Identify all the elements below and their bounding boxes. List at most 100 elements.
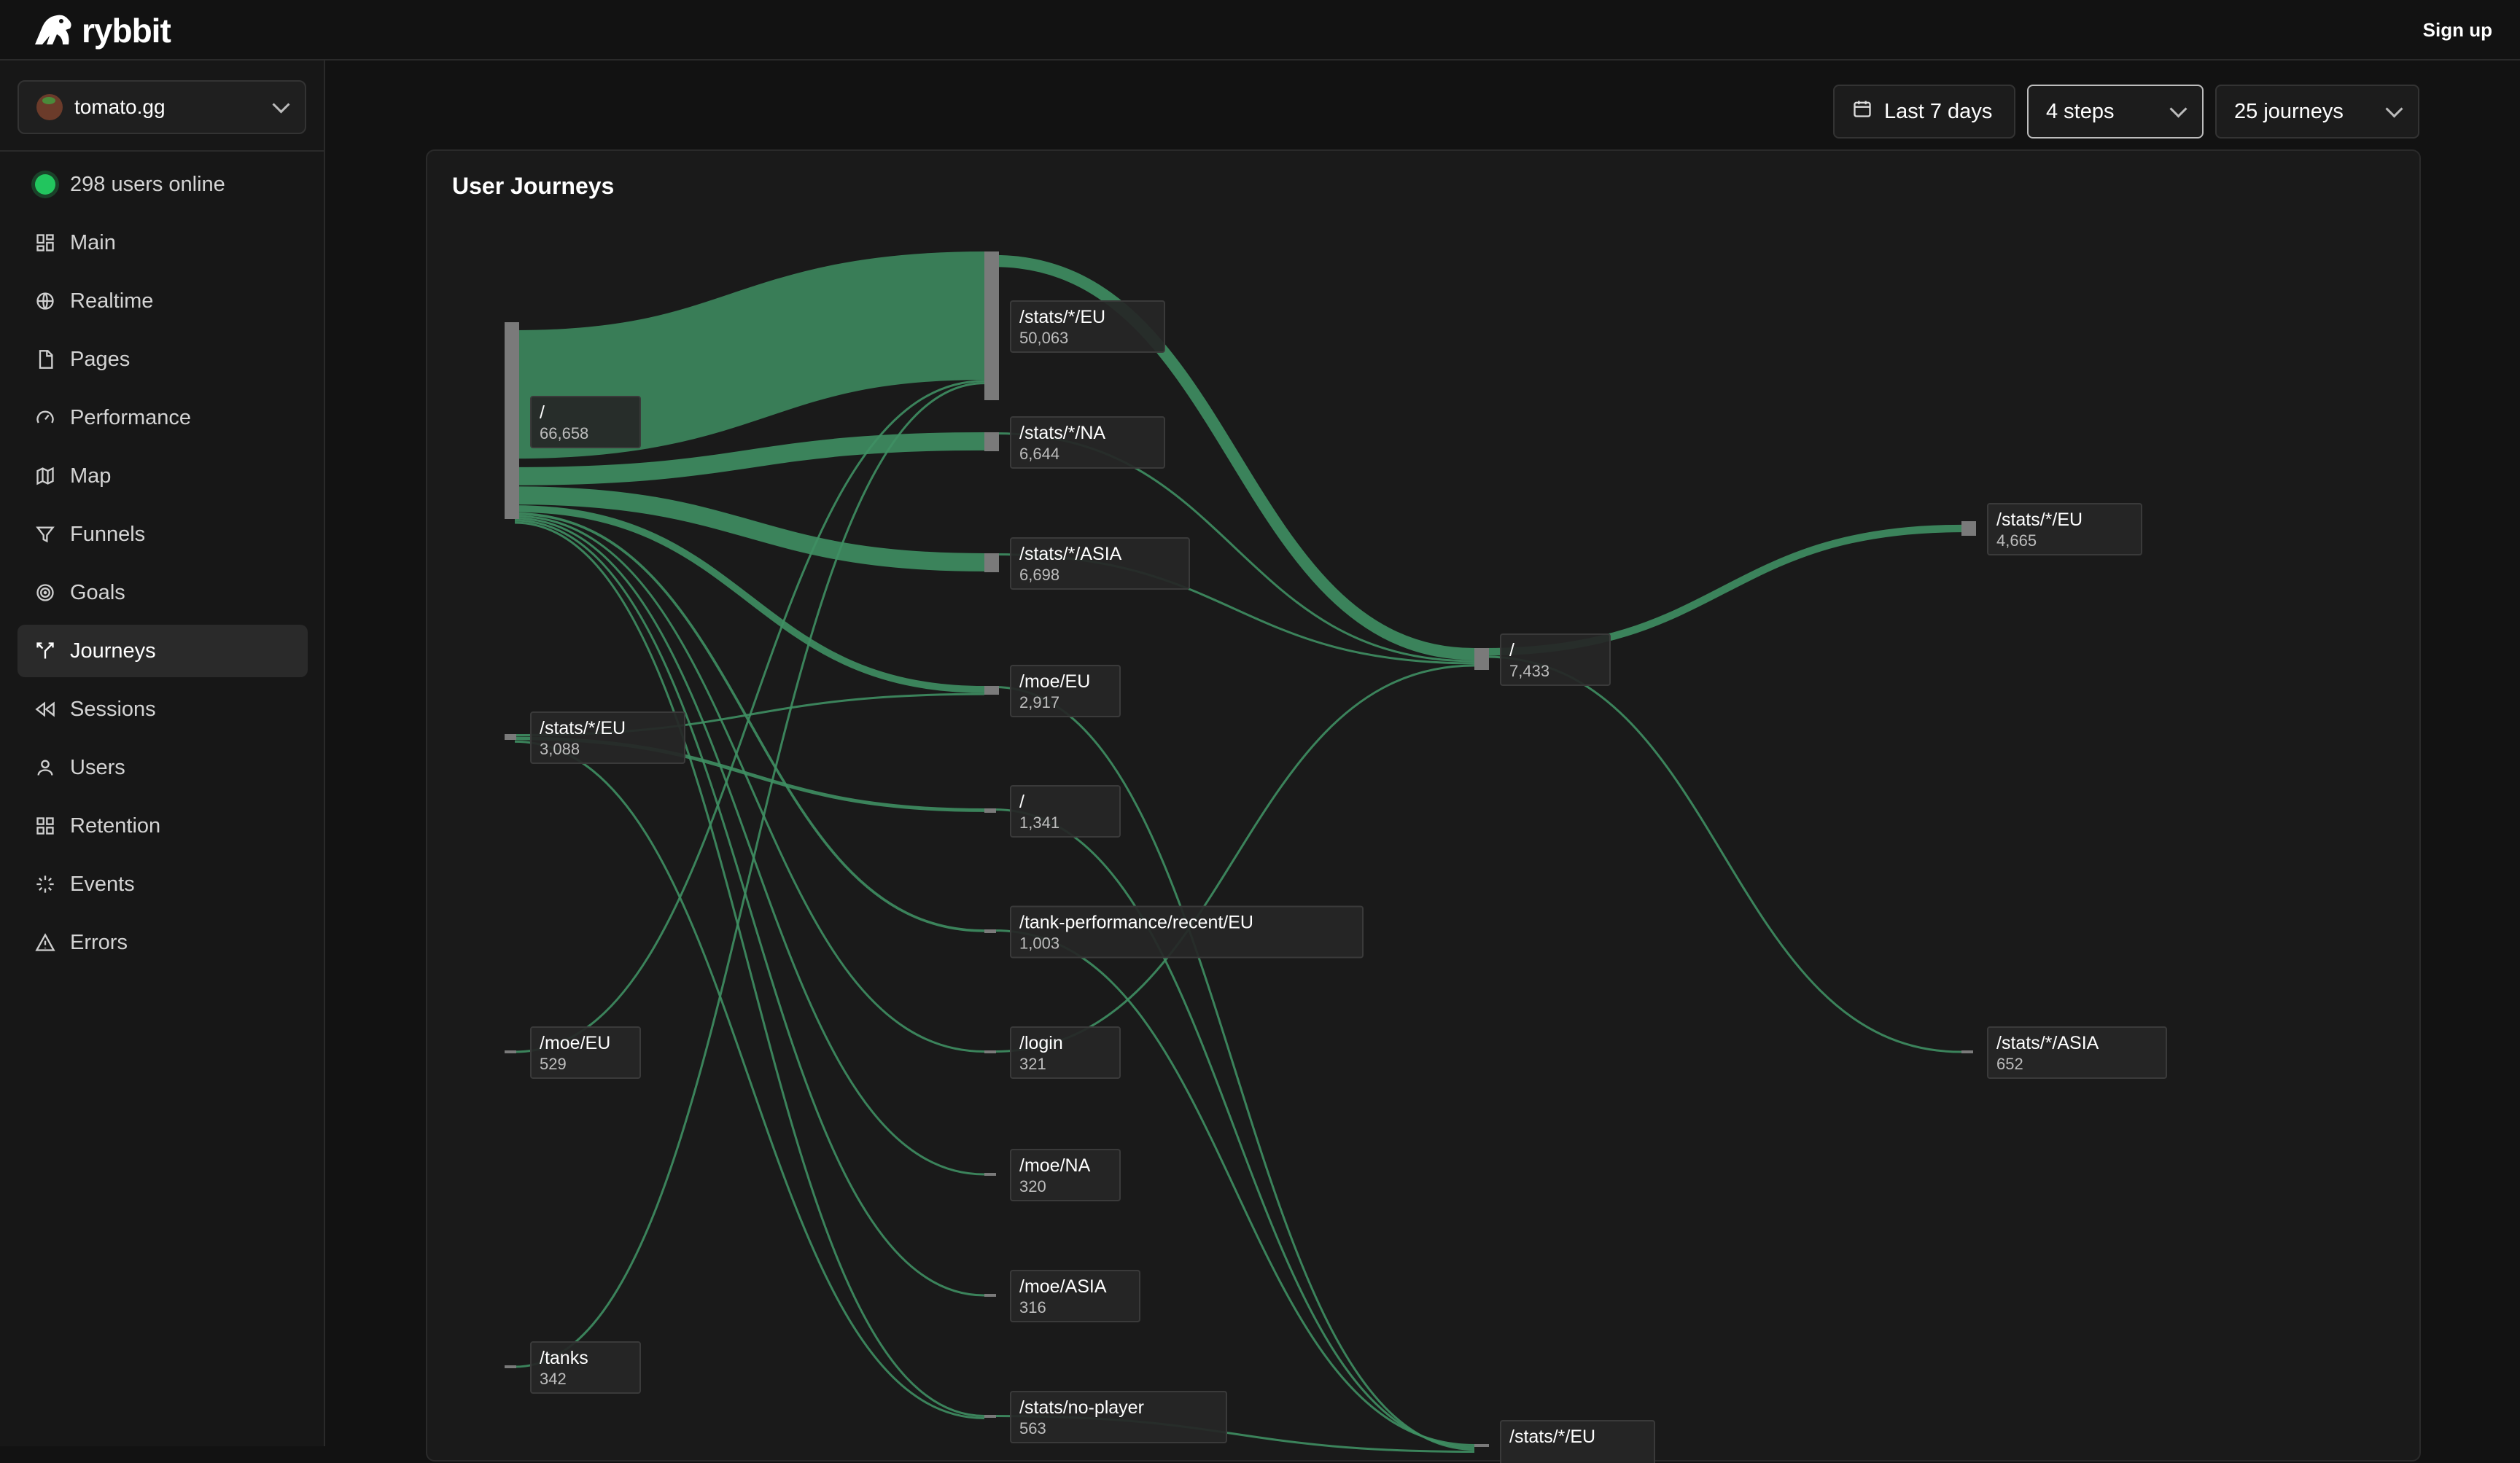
journey-link[interactable] xyxy=(1484,524,1962,656)
journey-link[interactable] xyxy=(514,740,985,1419)
chevron-down-icon xyxy=(2385,99,2403,118)
journey-node-bar[interactable] xyxy=(984,432,999,451)
journey-node-label-box xyxy=(1987,503,2142,555)
journey-node-count: 2,917 xyxy=(1019,693,1059,711)
sidebar-item-realtime[interactable]: Realtime xyxy=(18,275,308,327)
sidebar-item-sessions[interactable]: Sessions xyxy=(18,683,308,736)
journey-link[interactable] xyxy=(514,521,985,1417)
journey-node-label-box xyxy=(530,1026,641,1079)
journey-link[interactable] xyxy=(514,517,985,1176)
journey-link[interactable] xyxy=(514,512,985,932)
journey-link[interactable] xyxy=(994,929,1475,1446)
journey-link[interactable] xyxy=(994,254,1475,660)
sidebar-item-label: Goals xyxy=(70,580,125,604)
site-favicon-icon xyxy=(36,94,63,120)
journey-link[interactable] xyxy=(514,519,985,1297)
journey-link[interactable] xyxy=(514,486,985,571)
journey-link[interactable] xyxy=(994,664,1475,1053)
journey-node-bar[interactable] xyxy=(505,1365,516,1368)
file-icon xyxy=(35,349,55,370)
journey-node-bar[interactable] xyxy=(505,322,519,519)
journey-controls: Last 7 days 4 steps 25 journeys xyxy=(1833,85,2419,139)
grid-icon xyxy=(35,816,55,836)
journey-node-label-box xyxy=(1010,905,1364,959)
sankey-nodes: /66,658/stats/*/EU3,088/moe/EU529/tanks3… xyxy=(505,251,2167,1463)
journey-node-label-box xyxy=(1010,537,1190,590)
journey-node-label-box xyxy=(530,396,641,448)
journey-link[interactable] xyxy=(514,515,985,1053)
sidebar-item-label: Realtime xyxy=(70,289,154,313)
journey-node-bar[interactable] xyxy=(984,1173,996,1176)
journey-node-bar[interactable] xyxy=(984,553,999,572)
sidebar-item-main[interactable]: Main xyxy=(18,216,308,269)
journey-node-bar[interactable] xyxy=(1474,1444,1489,1447)
sidebar-item-retention[interactable]: Retention xyxy=(18,800,308,852)
journey-node-path: /moe/EU xyxy=(540,1033,610,1053)
panel-title: User Journeys xyxy=(452,173,615,199)
journey-node-path: /stats/no-player xyxy=(1019,1397,1144,1418)
user-icon xyxy=(35,757,55,778)
sidebar-item-events[interactable]: Events xyxy=(18,858,308,910)
sparkle-icon xyxy=(35,874,55,894)
journey-node-bar[interactable] xyxy=(505,1050,516,1053)
sidebar-item-label: Funnels xyxy=(70,522,146,546)
sidebar-item-funnels[interactable]: Funnels xyxy=(18,508,308,561)
sidebar-item-goals[interactable]: Goals xyxy=(18,566,308,619)
sidebar-item-map[interactable]: Map xyxy=(18,450,308,502)
funnel-icon xyxy=(35,524,55,545)
app-logo[interactable]: rybbit xyxy=(32,10,171,51)
journey-link[interactable] xyxy=(514,432,985,485)
journey-node-count: 320 xyxy=(1019,1177,1046,1195)
journey-node-label-box xyxy=(1987,1026,2167,1079)
journey-node-count: 1,003 xyxy=(1019,935,1059,953)
date-range-button[interactable]: Last 7 days xyxy=(1833,85,2015,139)
journey-node-path: / xyxy=(540,402,545,423)
steps-select[interactable]: 4 steps xyxy=(2027,85,2204,139)
site-selector[interactable]: tomato.gg xyxy=(18,80,306,134)
sidebar-item-label: Main xyxy=(70,230,116,254)
journey-link[interactable] xyxy=(1484,655,1962,1053)
journey-node-count: 7,433 xyxy=(1509,662,1549,680)
warning-icon xyxy=(35,932,55,953)
journey-link[interactable] xyxy=(994,808,1475,1448)
grid-icon xyxy=(35,233,55,253)
journey-node-bar[interactable] xyxy=(1474,648,1489,670)
journey-node-bar[interactable] xyxy=(1961,521,1976,536)
journey-node-path: /stats/*/ASIA xyxy=(1996,1033,2099,1053)
journey-node-label-box xyxy=(530,711,685,764)
online-status-icon xyxy=(35,174,55,195)
journey-node-count: 529 xyxy=(540,1055,567,1073)
chevron-down-icon xyxy=(2169,99,2188,118)
frog-logo-icon xyxy=(32,11,74,51)
sidebar-item-pages[interactable]: Pages xyxy=(18,333,308,386)
journey-node-bar[interactable] xyxy=(984,808,996,813)
journey-node-bar[interactable] xyxy=(984,686,999,695)
journeys-select[interactable]: 25 journeys xyxy=(2215,85,2419,139)
journey-node-bar[interactable] xyxy=(984,1050,996,1053)
journey-node-bar[interactable] xyxy=(1961,1050,1973,1053)
journey-node-bar[interactable] xyxy=(984,251,999,400)
journey-node-label-box xyxy=(1010,416,1165,469)
rewind-icon xyxy=(35,699,55,719)
journey-node-label-box xyxy=(1010,1026,1121,1079)
journey-link[interactable] xyxy=(514,251,985,459)
journey-link[interactable] xyxy=(514,380,985,1053)
sidebar-item-users[interactable]: Users xyxy=(18,741,308,794)
journey-sankey-chart: /66,658/stats/*/EU3,088/moe/EU529/tanks3… xyxy=(505,251,2167,1463)
journey-node-path: /moe/ASIA xyxy=(1019,1276,1107,1297)
journey-link[interactable] xyxy=(514,505,985,693)
journey-node-count: 6,644 xyxy=(1019,445,1059,463)
sidebar-item-errors[interactable]: Errors xyxy=(18,916,308,969)
journey-link[interactable] xyxy=(994,686,1475,1451)
journey-node-bar[interactable] xyxy=(984,929,996,933)
sidebar-item-journeys[interactable]: Journeys xyxy=(18,625,308,677)
sidebar-item-label: Map xyxy=(70,464,112,488)
journey-node-bar[interactable] xyxy=(984,1415,996,1418)
journey-node-bar[interactable] xyxy=(505,734,516,740)
sidebar-item-performance[interactable]: Performance xyxy=(18,391,308,444)
calendar-icon xyxy=(1852,98,1872,125)
journey-link[interactable] xyxy=(514,382,985,1368)
journey-node-bar[interactable] xyxy=(984,1294,996,1297)
journey-node-count: 321 xyxy=(1019,1055,1046,1073)
sign-up-link[interactable]: Sign up xyxy=(2422,19,2492,41)
